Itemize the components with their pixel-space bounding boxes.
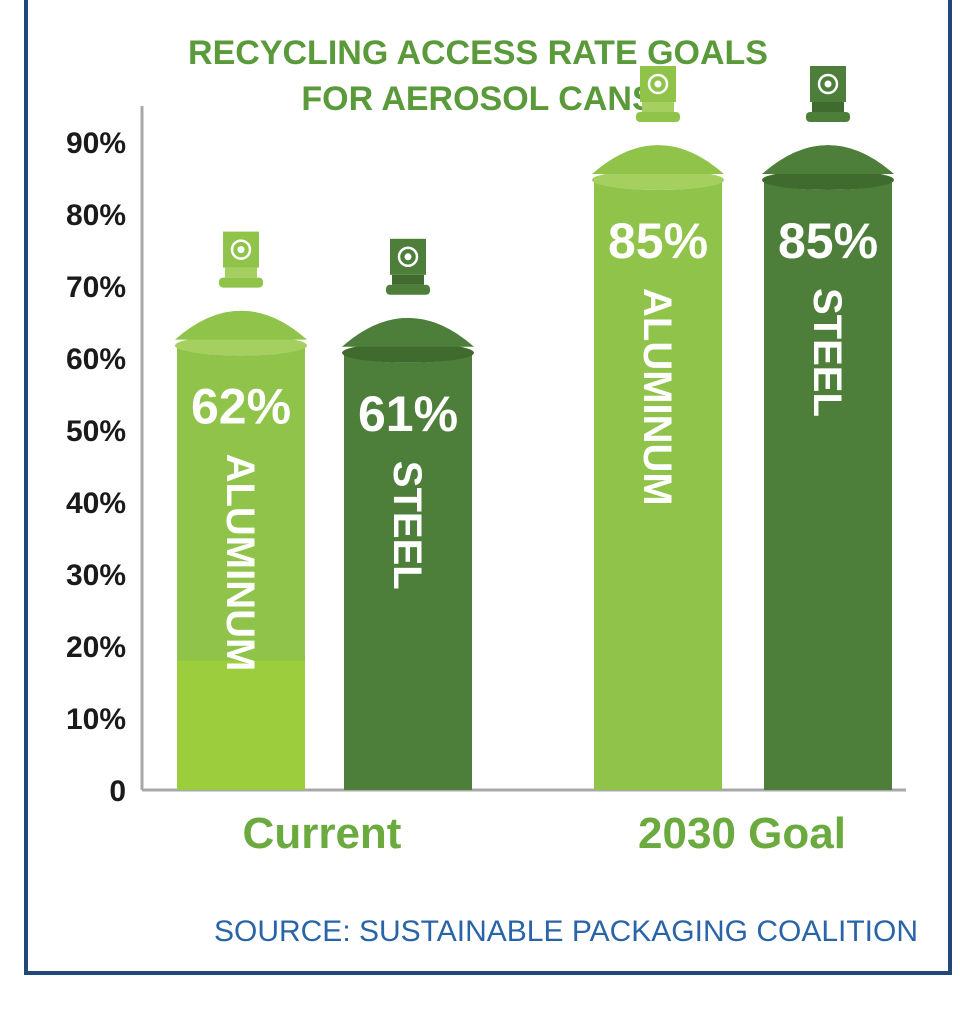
y-ticks: 0 10% 20% 30% 40% 50% 60% 70% 80% 90% bbox=[66, 127, 126, 808]
can-neck-ring bbox=[812, 102, 844, 112]
y-tick-label: 60% bbox=[66, 343, 126, 376]
can-rim bbox=[175, 335, 307, 356]
category-label-2030-goal: 2030 Goal bbox=[638, 809, 846, 858]
value-label: 85% bbox=[608, 213, 708, 269]
can-neck-ring bbox=[392, 274, 424, 285]
nozzle-ring-icon bbox=[647, 73, 669, 95]
series-label: ALUMINUM bbox=[635, 288, 679, 506]
nozzle-dot-icon bbox=[824, 80, 832, 88]
can-neck-ring bbox=[642, 102, 674, 112]
series-label: STEEL bbox=[805, 288, 849, 417]
can-shoulder bbox=[175, 310, 307, 340]
can-shoulder-highlight bbox=[181, 306, 301, 332]
y-tick-label: 50% bbox=[66, 415, 126, 448]
nozzle-dot-icon bbox=[237, 246, 245, 254]
can-shoulder-highlight bbox=[768, 141, 888, 166]
can-steel-1: 85% STEEL bbox=[760, 66, 896, 790]
y-tick-label: 20% bbox=[66, 631, 126, 664]
chart-title-line-1: RECYCLING ACCESS RATE GOALS bbox=[188, 34, 768, 72]
y-tick-label: 80% bbox=[66, 199, 126, 232]
nozzle-ring-icon bbox=[817, 73, 839, 95]
nozzle-dot-icon bbox=[404, 253, 412, 261]
can-neck bbox=[806, 112, 850, 122]
y-tick-label: 90% bbox=[66, 127, 126, 160]
source-note: SOURCE: SUSTAINABLE PACKAGING COALITION bbox=[214, 915, 918, 948]
value-label: 85% bbox=[778, 213, 878, 269]
can-neck bbox=[636, 112, 680, 122]
can-aluminum-0: 62% ALUMINUM bbox=[173, 231, 309, 790]
can-rim bbox=[592, 170, 724, 190]
can-shoulder bbox=[342, 317, 474, 347]
can-neck bbox=[219, 277, 263, 288]
chart-title-line-2: FOR AEROSOL CANS bbox=[301, 80, 654, 118]
can-steel-0: 61% STEEL bbox=[340, 238, 476, 790]
value-label: 62% bbox=[191, 379, 291, 435]
can-neck-ring bbox=[225, 267, 257, 278]
can-neck bbox=[386, 284, 430, 295]
can-shoulder bbox=[592, 145, 724, 174]
bar bbox=[344, 350, 472, 790]
nozzle-dot-icon bbox=[654, 80, 662, 88]
series-label: STEEL bbox=[385, 461, 429, 590]
category-label-current: Current bbox=[243, 809, 402, 858]
can-rim bbox=[762, 170, 894, 190]
nozzle-ring-icon bbox=[230, 239, 252, 260]
y-tick-label: 10% bbox=[66, 703, 126, 736]
bars: 62% ALUMINUM 85% ALUMINUM 61% STEEL 85% STEEL bbox=[173, 66, 896, 790]
bar-lower-shade bbox=[177, 660, 305, 790]
bar bbox=[594, 178, 722, 790]
can-shoulder-highlight bbox=[348, 313, 468, 339]
can-rim bbox=[342, 342, 474, 363]
y-tick-label: 40% bbox=[66, 487, 126, 520]
bar bbox=[764, 178, 892, 790]
y-tick-label: 70% bbox=[66, 271, 126, 304]
can-aluminum-1: 85% ALUMINUM bbox=[590, 66, 726, 790]
can-shoulder bbox=[762, 145, 894, 174]
nozzle-ring-icon bbox=[397, 246, 419, 268]
value-label: 61% bbox=[358, 386, 458, 442]
y-tick-label: 30% bbox=[66, 559, 126, 592]
y-tick-label: 0 bbox=[109, 775, 126, 808]
can-shoulder-highlight bbox=[598, 141, 718, 166]
series-label: ALUMINUM bbox=[218, 454, 262, 672]
